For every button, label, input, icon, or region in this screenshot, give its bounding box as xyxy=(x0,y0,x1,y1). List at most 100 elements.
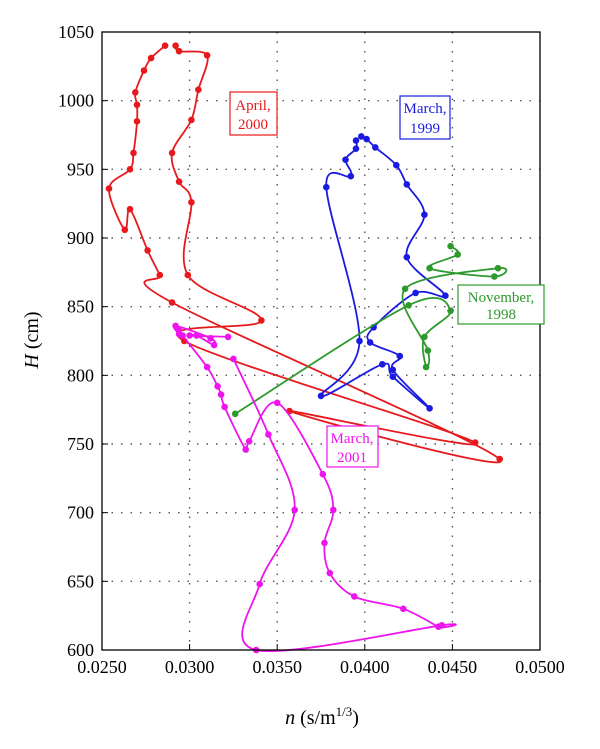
data-point xyxy=(126,166,134,173)
data-point xyxy=(330,506,337,514)
data-point xyxy=(372,144,379,151)
y-tick-label: 850 xyxy=(67,297,94,317)
series-1 xyxy=(317,133,449,412)
data-point xyxy=(319,470,327,478)
data-point xyxy=(242,446,249,453)
data-point xyxy=(258,317,265,324)
y-axis-title-var: H xyxy=(21,353,43,370)
data-point xyxy=(105,185,113,192)
label-box-march-1999 xyxy=(399,95,451,140)
series-layer xyxy=(105,42,508,654)
x-axis-title: n (s/m1/3) xyxy=(285,704,359,729)
y-tick-label: 650 xyxy=(67,571,94,591)
data-point xyxy=(203,52,211,59)
data-point xyxy=(184,271,192,279)
axis-ticks xyxy=(101,31,541,651)
data-point xyxy=(245,438,253,445)
data-point xyxy=(454,251,462,258)
label-text-march-2001-line2: 2001 xyxy=(337,450,367,466)
data-point xyxy=(389,373,397,381)
y-tick-label: 900 xyxy=(67,228,94,248)
label-text-november-1998-line1: November, xyxy=(468,290,534,306)
data-point xyxy=(133,101,141,109)
data-point xyxy=(403,253,411,261)
data-point xyxy=(203,363,211,371)
data-point xyxy=(224,333,232,341)
data-point xyxy=(179,332,186,339)
data-point xyxy=(438,622,446,629)
y-tick-label: 1050 xyxy=(58,22,94,42)
data-point xyxy=(321,539,328,547)
data-point xyxy=(168,149,176,157)
data-point xyxy=(217,391,225,398)
x-axis-title-unit: (s/m xyxy=(300,707,336,729)
label-march-1999: March, 1999 xyxy=(399,95,451,140)
x-tick-labels: 0.0250 0.0300 0.0350 0.0400 0.0450 0.0500 xyxy=(77,657,565,677)
data-point xyxy=(144,247,151,254)
y-tick-label: 600 xyxy=(67,640,94,660)
data-point xyxy=(214,383,221,390)
data-point xyxy=(421,211,428,218)
data-point xyxy=(496,455,504,463)
label-text-march-1999-line1: March, xyxy=(404,101,447,117)
data-point xyxy=(230,355,237,363)
label-text-april-2000-line1: April, xyxy=(235,98,270,114)
data-point xyxy=(161,42,169,49)
grid-lines xyxy=(102,32,540,650)
x-tick-label: 0.0350 xyxy=(252,657,302,677)
data-point xyxy=(389,366,397,374)
data-point xyxy=(405,302,412,309)
data-point xyxy=(265,431,272,438)
y-axis-title: H (cm) xyxy=(21,311,43,369)
data-point xyxy=(424,347,432,354)
x-tick-label: 0.0400 xyxy=(340,657,390,677)
data-point xyxy=(412,289,419,297)
data-point xyxy=(403,181,411,188)
label-march-2001: March, 2001 xyxy=(326,425,379,468)
data-point xyxy=(172,42,179,49)
data-point xyxy=(422,363,430,371)
data-point xyxy=(188,116,195,124)
label-text-march-2001-line1: March, xyxy=(331,431,374,447)
label-text-november-1998-line2: 1998 xyxy=(486,307,516,323)
series-0 xyxy=(105,42,504,464)
data-point xyxy=(426,264,433,272)
data-point xyxy=(140,67,148,74)
y-tick-label: 750 xyxy=(67,434,94,454)
data-point xyxy=(188,199,195,206)
data-point xyxy=(175,47,183,55)
x-tick-label: 0.0250 xyxy=(77,657,127,677)
data-point xyxy=(231,410,239,418)
x-tick-label: 0.0300 xyxy=(165,657,215,677)
x-tick-label: 0.0500 xyxy=(515,657,565,677)
data-point xyxy=(471,439,479,446)
x-axis-title-var: n xyxy=(285,707,295,729)
data-point xyxy=(121,226,129,234)
data-point xyxy=(347,172,355,180)
data-point xyxy=(256,580,264,588)
x-axis-title-close: ) xyxy=(352,707,359,729)
data-point xyxy=(126,205,134,213)
data-point xyxy=(356,337,363,345)
data-point xyxy=(491,273,498,280)
data-point xyxy=(207,335,214,342)
data-point xyxy=(323,183,330,191)
data-point xyxy=(317,392,325,400)
plot-frame xyxy=(101,31,541,651)
y-tick-labels: 600 650 700 750 800 850 900 950 1000 1050 xyxy=(58,22,94,660)
label-november-1998: November, 1998 xyxy=(457,284,545,325)
data-point xyxy=(351,593,358,600)
data-point xyxy=(133,118,141,125)
data-point xyxy=(442,292,449,300)
data-point xyxy=(291,506,299,514)
y-tick-label: 800 xyxy=(67,365,94,385)
data-point xyxy=(195,86,202,93)
data-point xyxy=(352,137,360,144)
data-point xyxy=(221,403,228,411)
series-line xyxy=(108,45,502,464)
label-box-march-2001 xyxy=(326,425,379,468)
y-axis-title-unit: (cm) xyxy=(21,311,43,354)
label-text-april-2000-line2: 2000 xyxy=(238,117,268,133)
label-box-april-2000 xyxy=(229,91,278,136)
